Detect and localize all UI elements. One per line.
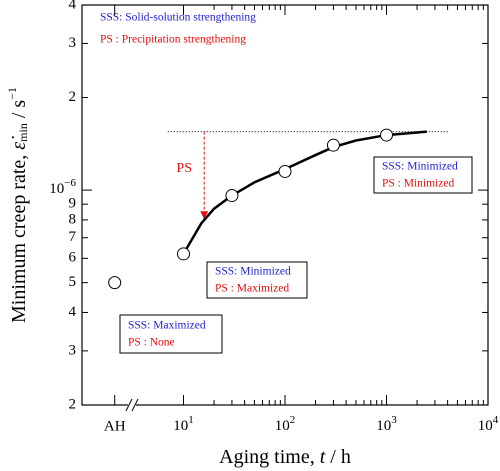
tick-label: 6 xyxy=(69,250,77,266)
y-title-text: Minimum creep rate, xyxy=(8,150,30,323)
callout-text: SSS: Minimized xyxy=(382,161,458,173)
data-point xyxy=(225,189,239,203)
x-title-symbol: t xyxy=(320,446,326,468)
tick-label: 2 xyxy=(69,89,77,105)
callout-box xyxy=(206,261,308,299)
x-title-unit: / h xyxy=(325,446,351,468)
tick-label: 3 xyxy=(69,35,77,51)
callout-box xyxy=(373,156,473,194)
tick-power: 1 xyxy=(188,414,194,426)
tick-label: 7 xyxy=(69,229,77,245)
tick-label: 9 xyxy=(69,196,77,212)
y-title-unit-power: −1 xyxy=(5,87,19,100)
tick-label: 3 xyxy=(69,342,77,358)
legend-entry: SSS: Solid-solution strengthening xyxy=(100,12,256,24)
tick-power: 3 xyxy=(391,414,397,426)
legend-entry: PS : Precipitation strengthening xyxy=(100,34,246,46)
tick-label: 2 xyxy=(69,396,77,412)
callout-box xyxy=(119,314,223,354)
callout-text: SSS: Minimized xyxy=(215,266,291,278)
tick-base: 10 xyxy=(173,418,188,434)
data-point xyxy=(326,138,340,152)
data-point xyxy=(177,247,190,261)
y-title-unit: / s xyxy=(8,100,30,124)
callout-text: SSS: Maximized xyxy=(128,320,206,332)
tick-label: 10−6 xyxy=(49,177,76,198)
tick-base: 10 xyxy=(49,182,64,198)
tick-label: 5 xyxy=(69,274,77,290)
tick-power: 2 xyxy=(290,414,296,426)
axis-break xyxy=(125,398,139,412)
tick-label: 104 xyxy=(478,414,499,435)
tick-label: AH xyxy=(104,418,126,434)
tick-power: −6 xyxy=(64,177,76,189)
tick-label: 8 xyxy=(69,211,77,227)
y-axis-title: Minimum creep rate, ε̇min / s−1 xyxy=(5,87,30,323)
tick-base: 10 xyxy=(478,418,493,434)
callout-text: PS : Maximized xyxy=(215,283,289,295)
y-title-subscript: min xyxy=(16,123,30,142)
tick-base: 10 xyxy=(376,418,391,434)
tick-power: 4 xyxy=(493,414,499,426)
tick-base: 10 xyxy=(275,418,290,434)
data-point xyxy=(380,128,393,142)
callout-text: PS : Minimized xyxy=(382,178,454,190)
tick-label: 4 xyxy=(69,0,77,12)
arrow-label: PS xyxy=(176,161,192,176)
tick-label: 102 xyxy=(275,414,296,435)
data-point xyxy=(108,276,122,290)
x-axis-title: Aging time, t / h xyxy=(219,446,351,468)
x-title-text: Aging time, xyxy=(219,446,320,468)
tick-label: 101 xyxy=(173,414,194,435)
data-point xyxy=(278,164,292,178)
tick-label: 4 xyxy=(69,304,77,320)
tick-label: 103 xyxy=(376,414,397,435)
callout-text: PS : None xyxy=(128,337,175,349)
